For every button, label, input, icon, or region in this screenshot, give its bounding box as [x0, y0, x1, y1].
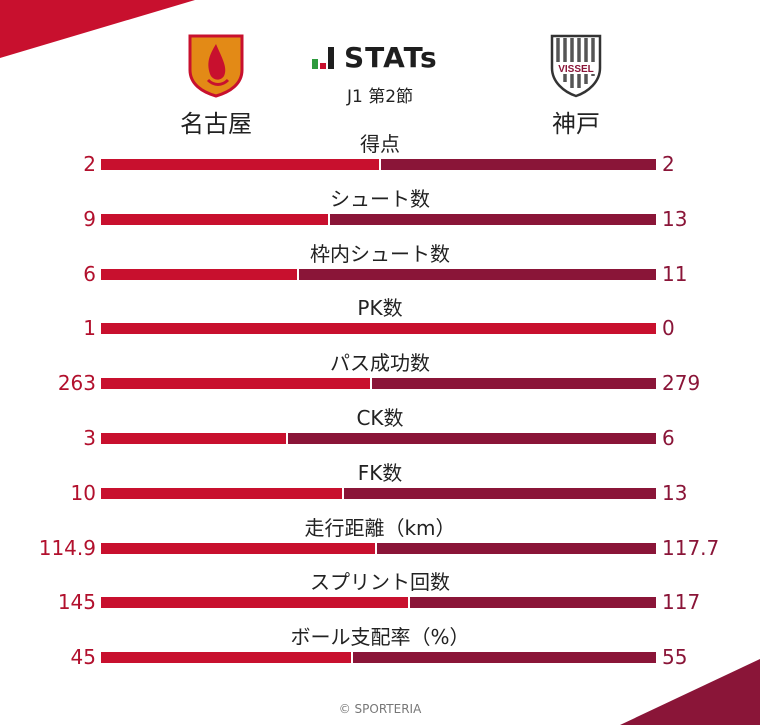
home-bar-segment [101, 432, 286, 444]
bar-divider [370, 378, 373, 390]
stat-row: ボール支配率（%） 45 55 [0, 621, 760, 676]
home-team-name: 名古屋 [180, 110, 252, 138]
stat-label: スプリント回数 [310, 570, 450, 595]
home-value-label: 45 [70, 645, 96, 670]
stat-label: シュート数 [330, 186, 430, 211]
stat-label: FK数 [357, 460, 403, 485]
stat-bar [101, 159, 656, 170]
match-header: 名古屋 STATs J1 第2節 VISSEL 神戸 [0, 0, 760, 140]
bar-divider [296, 268, 299, 280]
stat-bar [101, 597, 656, 609]
home-bar-segment [101, 159, 379, 170]
stat-row: パス成功数 263 279 [0, 347, 760, 402]
away-value-label: 13 [662, 206, 688, 231]
away-value-label: 6 [662, 425, 675, 450]
away-value-label: 13 [662, 480, 688, 505]
bar-divider [408, 597, 411, 609]
home-bar-segment [101, 542, 376, 554]
stat-label: 走行距離（km） [304, 515, 456, 540]
stat-label: PK数 [357, 296, 403, 321]
home-bar-segment [101, 268, 297, 280]
stat-bar [101, 487, 656, 499]
bar-divider [375, 542, 378, 554]
home-bar-segment [101, 487, 343, 499]
away-bar-segment [352, 652, 656, 664]
home-value-label: 6 [83, 261, 96, 286]
stat-bar [101, 323, 656, 335]
away-bar-segment [344, 487, 656, 499]
home-value-label: 3 [83, 425, 96, 450]
home-value-label: 2 [83, 152, 96, 176]
away-bar-segment [377, 542, 656, 554]
bottom-right-corner-decoration [620, 659, 760, 725]
top-left-corner-decoration [0, 0, 195, 58]
home-bar-segment [101, 597, 409, 609]
stat-row: スプリント回数 145 117 [0, 566, 760, 621]
bar-divider [328, 213, 331, 225]
away-bar-segment [330, 213, 656, 225]
bar-divider [342, 487, 345, 499]
away-value-label: 279 [662, 371, 701, 396]
away-team-name: 神戸 [552, 110, 600, 138]
bar-divider [378, 159, 381, 170]
home-bar-segment [101, 378, 371, 390]
home-bar-segment [101, 323, 656, 335]
home-bar-segment [101, 652, 351, 664]
stat-row: 走行距離（km） 114.9 117.7 [0, 512, 760, 567]
stat-row: PK数 1 0 [0, 292, 760, 347]
away-team-crest: VISSEL [550, 34, 602, 98]
away-bar-segment [410, 597, 656, 609]
home-value-label: 9 [83, 206, 96, 231]
stat-row: CK数 3 6 [0, 402, 760, 457]
away-bar-segment [288, 432, 656, 444]
stat-bar [101, 268, 656, 280]
away-bar-segment [298, 268, 656, 280]
brand-name: STATs [344, 40, 438, 74]
away-value-label: 55 [662, 645, 688, 670]
stat-bar [101, 432, 656, 444]
stats-brand-logo: STATs [310, 40, 438, 74]
stat-bar [101, 652, 656, 664]
away-value-label: 0 [662, 316, 675, 341]
home-team-crest [188, 34, 244, 98]
stat-bar [101, 378, 656, 390]
stats-comparison-chart: 得点 2 2 シュート数 9 13 枠内シュート数 6 11 PK数 1 0 パス成功数 263 279 CK… [0, 128, 760, 676]
away-bar-segment [372, 378, 656, 390]
stat-label: ボール支配率（%） [290, 625, 470, 650]
away-value-label: 11 [662, 261, 688, 286]
home-value-label: 1 [83, 316, 96, 341]
away-value-label: 117 [662, 590, 701, 615]
stat-label: パス成功数 [330, 351, 430, 376]
stat-row: シュート数 9 13 [0, 183, 760, 238]
stat-bar [101, 213, 656, 225]
bar-chart-icon [312, 47, 334, 69]
stat-row: 枠内シュート数 6 11 [0, 238, 760, 293]
home-value-label: 263 [57, 371, 96, 396]
stat-label: 得点 [360, 132, 400, 156]
home-bar-segment [101, 213, 329, 225]
home-value-label: 114.9 [38, 535, 96, 560]
home-value-label: 10 [70, 480, 96, 505]
away-value-label: 117.7 [662, 535, 720, 560]
stat-label: CK数 [356, 405, 404, 430]
home-value-label: 145 [57, 590, 96, 615]
stat-bar [101, 542, 656, 554]
copyright-footer: © SPORTERIA [338, 702, 422, 716]
away-bar-segment [380, 159, 656, 170]
stat-label: 枠内シュート数 [310, 241, 450, 266]
away-crest-text: VISSEL [558, 64, 594, 75]
bar-divider [286, 432, 288, 444]
away-value-label: 2 [662, 152, 675, 176]
bar-divider [350, 652, 353, 664]
stat-row: 得点 2 2 [0, 128, 760, 183]
stat-row: FK数 10 13 [0, 457, 760, 512]
match-round: J1 第2節 [346, 87, 414, 107]
